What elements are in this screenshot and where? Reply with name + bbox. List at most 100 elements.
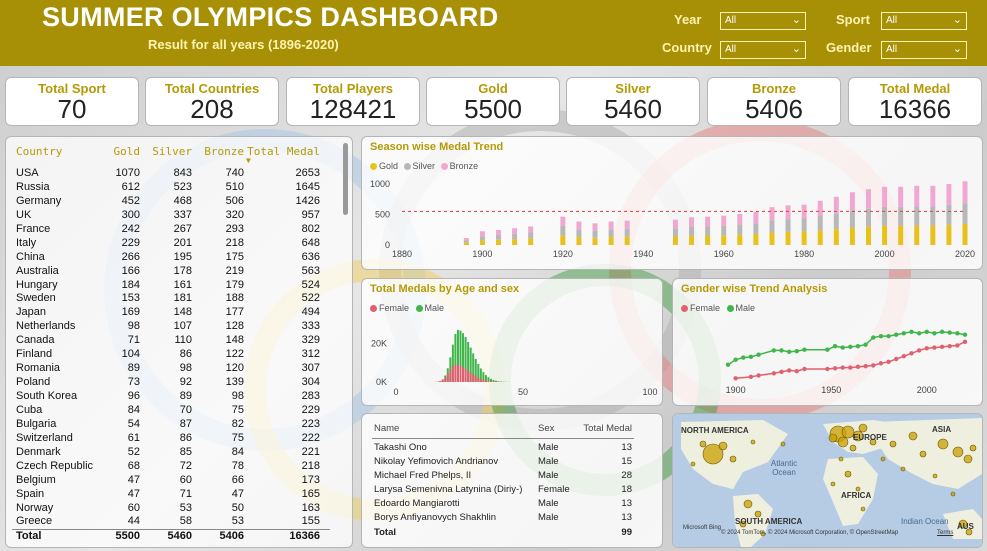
season-bar (882, 206, 888, 226)
kpi-card-total-medal: Total Medal 16366 (848, 77, 982, 126)
season-bar (576, 237, 582, 245)
season-bar (672, 236, 678, 245)
age-bar (487, 380, 490, 382)
age-sex-panel: Total Medals by Age and sex Female Male … (361, 278, 663, 406)
table-row[interactable]: UK 300 337 320 957 (12, 209, 330, 223)
age-bar (479, 378, 482, 382)
country-cell: South Korea (16, 390, 78, 402)
table-scrollbar[interactable] (343, 143, 348, 215)
table-row[interactable]: China 266 195 175 636 (12, 251, 330, 265)
gender-filter-value: All (886, 44, 898, 55)
medal-cell: 75 (231, 431, 244, 444)
year-filter-select[interactable]: All ⌄ (720, 12, 806, 30)
medal-cell: 1070 (115, 167, 140, 179)
table-row[interactable]: Bulgaria 54 87 82 223 (12, 418, 330, 432)
table-row[interactable]: Sweden 153 181 188 522 (12, 292, 330, 306)
table-row[interactable]: Hungary 184 161 179 524 (12, 279, 330, 293)
age-bar (446, 373, 449, 382)
table-row[interactable]: Romania 89 98 120 307 (12, 362, 330, 376)
sport-filter-label: Sport (836, 12, 870, 27)
table-row[interactable]: Italy 229 201 218 648 (12, 237, 330, 251)
season-bar (608, 229, 614, 238)
column-header-total-medal[interactable]: Total Medal (247, 145, 320, 158)
column-header-silver[interactable]: Silver (152, 145, 192, 158)
season-bar (865, 189, 871, 209)
country-table-body: Country Gold Silver Bronze Total Medal ▼… (12, 145, 330, 543)
table-row[interactable]: Greece 44 58 53 155 (12, 515, 330, 529)
table-row[interactable]: South Korea 96 89 98 283 (12, 390, 330, 404)
age-bar (459, 330, 462, 382)
table-row[interactable]: Spain 47 71 47 165 (12, 488, 330, 502)
medal-cell: 148 (225, 334, 244, 347)
medal-cell: 304 (301, 376, 320, 389)
table-row[interactable]: Czech Republic 68 72 78 218 (12, 460, 330, 474)
medal-bubble (690, 461, 696, 467)
medal-cell: 612 (121, 180, 140, 193)
medal-bubble (750, 439, 756, 445)
country-filter-select[interactable]: All ⌄ (720, 41, 806, 59)
table-row[interactable]: Australia 166 178 219 563 (12, 265, 330, 279)
medal-cell: 161 (173, 278, 192, 291)
world-map[interactable] (673, 414, 982, 547)
chevron-down-icon: ⌄ (791, 14, 801, 26)
medal-cell: 155 (301, 515, 320, 528)
age-bar (464, 368, 467, 382)
season-bar (962, 181, 968, 204)
sport-filter-select[interactable]: All ⌄ (881, 12, 967, 30)
medal-map-panel[interactable]: NORTH AMERICA ASIA EUROPE Atlantic Ocean… (672, 413, 983, 548)
table-row[interactable]: USA 1070 843 740 2653 (12, 167, 330, 181)
medal-cell: 165 (301, 487, 320, 500)
column-header-gold[interactable]: Gold (113, 145, 141, 158)
map-terms-link[interactable]: Terms (937, 530, 954, 536)
table-row[interactable]: Denmark 52 85 84 221 (12, 446, 330, 460)
table-row[interactable]: Finland 104 86 122 312 (12, 348, 330, 362)
table-row[interactable]: Russia 612 523 510 1645 (12, 181, 330, 195)
age-bar (464, 337, 467, 382)
season-bar (576, 221, 582, 230)
column-header-bronze[interactable]: Bronze (204, 145, 244, 158)
table-row[interactable]: Cuba 84 70 75 229 (12, 404, 330, 418)
x-tick-label: 1950 (821, 385, 841, 395)
age-bar (489, 378, 492, 382)
kpi-value: 70 (57, 94, 87, 124)
table-row[interactable]: Japan 169 148 177 494 (12, 306, 330, 320)
country-cell: Norway (16, 501, 54, 514)
table-row[interactable]: France 242 267 293 802 (12, 223, 330, 237)
medal-cell: 110 (174, 334, 192, 347)
medal-cell: 184 (121, 278, 140, 291)
gender-point (886, 333, 891, 339)
gender-filter-select[interactable]: All ⌄ (881, 41, 967, 59)
gender-point (932, 345, 937, 350)
medal-cell: 60 (179, 473, 192, 486)
medal-cell: 524 (301, 278, 320, 291)
season-bar (463, 240, 469, 243)
medal-cell: 219 (225, 264, 244, 277)
table-row[interactable]: Switzerland 61 86 75 222 (12, 432, 330, 446)
table-row[interactable]: Belgium 47 60 66 173 (12, 474, 330, 488)
medal-cell: 648 (301, 236, 320, 249)
column-header-sex[interactable]: Sex (538, 423, 555, 434)
table-row[interactable]: Poland 73 92 139 304 (12, 376, 330, 390)
season-bar (769, 207, 775, 221)
medal-bubble (908, 431, 918, 441)
table-row[interactable]: Canada 71 110 148 329 (12, 334, 330, 348)
table-row[interactable]: Germany 452 468 506 1426 (12, 195, 330, 209)
column-header-total-medal[interactable]: Total Medal (583, 423, 632, 434)
chart-legend: Female Male (370, 303, 444, 313)
age-bar (492, 380, 495, 382)
kpi-label: Bronze (751, 81, 797, 96)
country-cell: UK (16, 208, 32, 221)
country-cell: Russia (16, 180, 50, 193)
medal-cell: 229 (301, 403, 320, 416)
y-tick-label: 500 (375, 210, 390, 220)
medal-cell: 173 (301, 473, 320, 486)
x-tick-label: 1920 (553, 249, 573, 259)
sport-filter-value: All (886, 15, 898, 26)
gender-point (909, 329, 914, 335)
column-header-name[interactable]: Name (374, 423, 400, 434)
table-row[interactable]: Netherlands 98 107 128 333 (12, 320, 330, 334)
table-row[interactable]: Norway 60 53 50 163 (12, 502, 330, 516)
column-header-country[interactable]: Country (16, 145, 63, 158)
gender-point (863, 342, 868, 347)
medal-cell: 267 (173, 222, 192, 235)
